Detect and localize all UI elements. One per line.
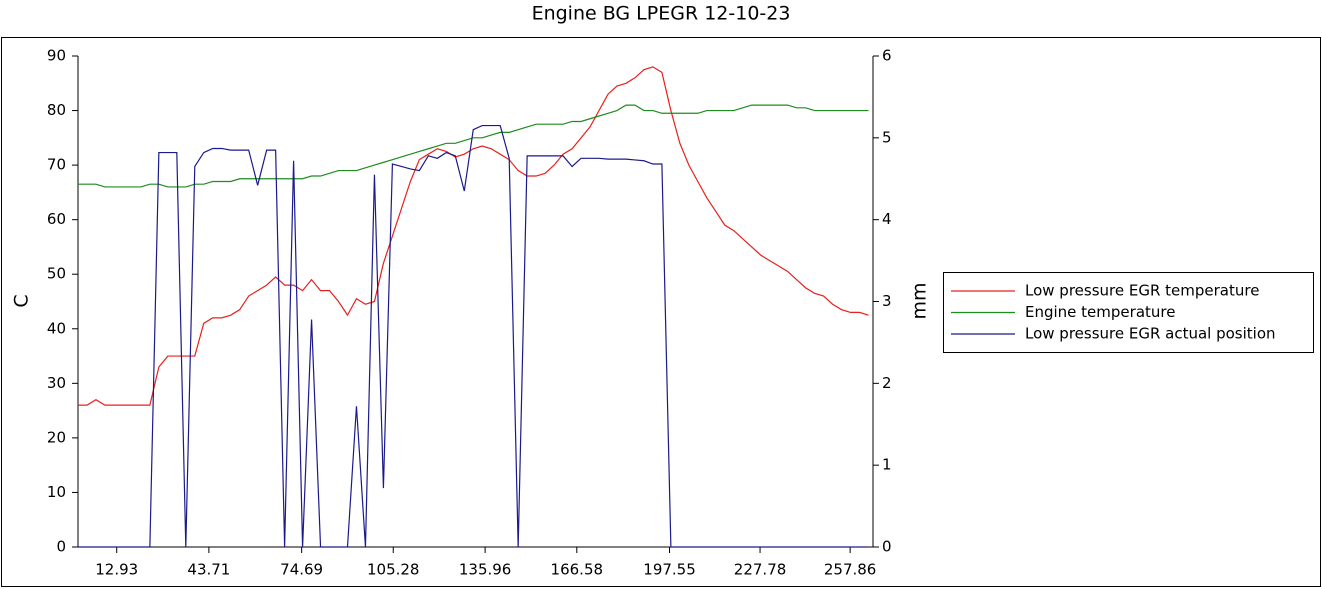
x-tick-label: 12.93 (95, 561, 138, 579)
legend-label: Low pressure EGR temperature (1025, 282, 1259, 300)
y2-tick-label: 0 (882, 538, 892, 556)
x-tick-label: 74.69 (280, 561, 323, 579)
legend-label: Low pressure EGR actual position (1025, 325, 1276, 343)
y-tick-label: 0 (56, 538, 66, 556)
y2-axis-label: mm (909, 282, 931, 319)
x-tick-label: 257.86 (824, 561, 877, 579)
y2-tick-label: 1 (882, 456, 892, 474)
y2-tick-label: 4 (882, 210, 892, 228)
y-tick-label: 90 (47, 47, 66, 65)
y2-tick-label: 5 (882, 128, 892, 146)
y-tick-label: 80 (47, 101, 66, 119)
y-tick-label: 20 (47, 428, 66, 446)
x-tick-label: 135.96 (459, 561, 512, 579)
chart-title: Engine BG LPEGR 12-10-23 (532, 3, 791, 25)
y-tick-label: 40 (47, 319, 66, 337)
y2-tick-label: 3 (882, 292, 892, 310)
y-tick-label: 10 (47, 483, 66, 501)
y-tick-label: 60 (47, 210, 66, 228)
legend-label: Engine temperature (1025, 303, 1175, 321)
y-axis-label: C (11, 294, 33, 307)
y-tick-label: 30 (47, 374, 66, 392)
y-tick-label: 50 (47, 265, 66, 283)
x-tick-label: 227.78 (734, 561, 787, 579)
y2-tick-label: 2 (882, 374, 892, 392)
x-tick-label: 43.71 (187, 561, 230, 579)
x-tick-label: 105.28 (367, 561, 420, 579)
data-line (78, 66, 869, 406)
data-line (78, 104, 869, 188)
y2-tick-label: 6 (882, 47, 892, 65)
x-tick-label: 197.55 (643, 561, 696, 579)
y-tick-label: 70 (47, 156, 66, 174)
x-tick-label: 166.58 (551, 561, 604, 579)
chart-frame (1, 37, 1321, 587)
data-line (78, 124, 869, 548)
